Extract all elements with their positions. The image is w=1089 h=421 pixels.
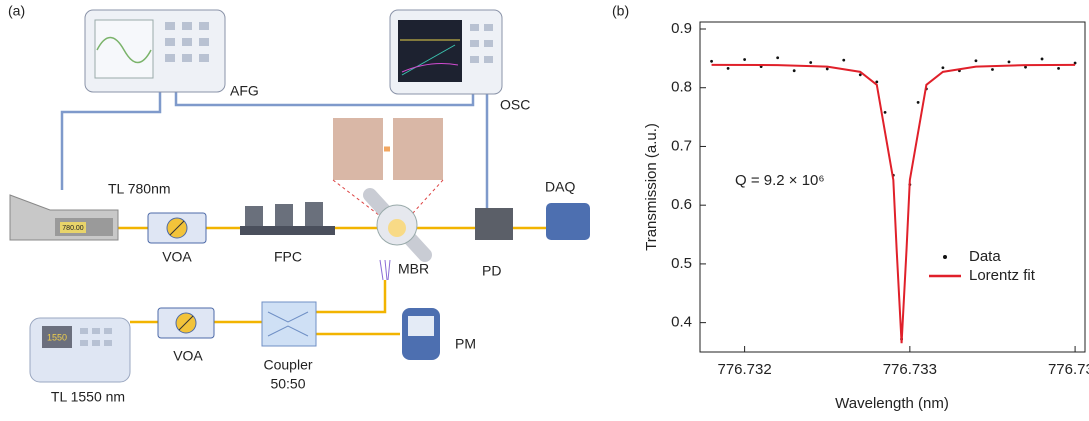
chart: Wavelength (nm) Transmission (a.u.) Q = …: [643, 22, 1085, 412]
pd: [475, 208, 513, 240]
y-tick-label: 0.5: [671, 255, 692, 272]
node-label: AFG: [230, 83, 259, 99]
data-point: [917, 101, 920, 104]
y-tick-label: 0.6: [671, 196, 692, 213]
legend-label: Lorentz fit: [969, 267, 1036, 284]
data-point: [743, 58, 746, 61]
y-axis-label: Transmission (a.u.): [643, 123, 660, 251]
node-sublabel: 50:50: [270, 376, 305, 392]
device-display: 1550: [47, 332, 67, 342]
laser-780: [10, 195, 118, 240]
node-label: PM: [455, 336, 476, 352]
y-tick-label: 0.4: [671, 314, 692, 331]
data-point: [1057, 67, 1060, 70]
panel-label: (a): [8, 3, 25, 19]
node-label: Coupler: [263, 357, 312, 373]
coupler: [262, 302, 316, 346]
node-label: TL 780nm: [108, 181, 171, 197]
device-display: 780.00: [62, 225, 84, 232]
data-point: [842, 59, 845, 62]
legend-swatch: [943, 255, 947, 259]
micrograph: [393, 118, 443, 180]
node-label: VOA: [162, 249, 192, 265]
data-point: [991, 68, 994, 71]
data-point: [809, 61, 812, 64]
fpc: [240, 202, 335, 235]
node-label: TL 1550 nm: [51, 389, 125, 405]
x-tick-label: 776.734: [1048, 361, 1089, 378]
node-label: MBR: [398, 261, 429, 277]
pm: [402, 308, 440, 360]
legend-label: Data: [969, 248, 1001, 265]
daq: [546, 203, 590, 240]
data-point: [776, 56, 779, 59]
figure: (a) (b) AFG OSC 780.00 TL 780nm VOA: [0, 0, 1089, 416]
x-tick-label: 776.733: [883, 361, 937, 378]
data-point: [793, 69, 796, 72]
data-point: [1024, 66, 1027, 69]
data-point: [1041, 58, 1044, 61]
data-point: [826, 68, 829, 71]
y-tick-label: 0.7: [671, 137, 692, 154]
data-point: [727, 67, 730, 70]
data-point: [975, 59, 978, 62]
fit-line: [712, 65, 1076, 343]
data-point: [1008, 60, 1011, 63]
voa: [158, 308, 214, 338]
data-point: [941, 66, 944, 69]
node-label: DAQ: [545, 179, 575, 195]
laser-1550: [30, 318, 130, 382]
y-tick-label: 0.9: [671, 20, 692, 37]
data-point: [884, 111, 887, 114]
node-label: OSC: [500, 97, 530, 113]
voa: [148, 213, 206, 243]
node-label: FPC: [274, 249, 302, 265]
y-tick-label: 0.8: [671, 79, 692, 96]
node-label: PD: [482, 263, 501, 279]
osc-device: [390, 10, 502, 94]
node-label: VOA: [173, 348, 203, 364]
annotation: Q = 9.2 × 10⁶: [735, 172, 825, 189]
panel-label: (b): [612, 3, 629, 19]
x-axis-label: Wavelength (nm): [835, 395, 949, 412]
data-point: [710, 60, 713, 63]
micrograph: [333, 118, 383, 180]
x-tick-label: 776.732: [717, 361, 771, 378]
afg-device: [85, 10, 225, 92]
